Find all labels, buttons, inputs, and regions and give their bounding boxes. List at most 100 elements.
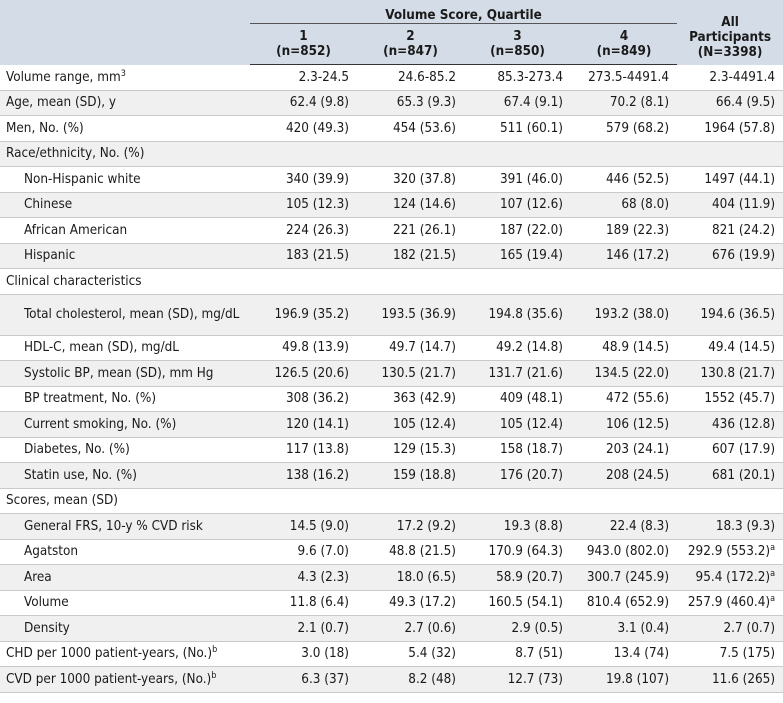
- table-cell: 810.4 (652.9): [571, 590, 678, 616]
- cell-value: 308 (36.2): [285, 391, 349, 407]
- table-cell: [677, 141, 783, 167]
- table-cell: 340 (39.9): [250, 166, 357, 193]
- cell-value: 436 (12.8): [712, 416, 776, 432]
- table-cell: 12.7 (73): [464, 666, 571, 693]
- table-cell: 146 (17.2): [571, 243, 678, 269]
- table-cell: [464, 141, 571, 167]
- row-label-text: Area: [24, 569, 52, 585]
- cell-value: 9.6 (7.0): [297, 544, 349, 560]
- table-section-row: Race/ethnicity, No. (%): [0, 141, 783, 167]
- cell-value: 340 (39.9): [285, 171, 349, 187]
- header-quartile-2: 2 (n=847): [357, 23, 464, 65]
- table-cell: [250, 268, 357, 295]
- table-cell: 176 (20.7): [464, 462, 571, 489]
- cell-value: 130.8 (21.7): [700, 365, 776, 381]
- table-cell: 105 (12.3): [250, 192, 357, 218]
- cell-value: 105 (12.4): [499, 416, 563, 432]
- cell-value: 129 (15.3): [392, 442, 456, 458]
- table-cell: 3.1 (0.4): [571, 615, 678, 642]
- table-row: Systolic BP, mean (SD), mm Hg 126.5 (20.6…: [0, 360, 783, 387]
- cell-value: 193.2 (38.0): [594, 307, 670, 322]
- table-row: Age, mean (SD), y 62.4 (9.8) 65.3 (9.3) 67.…: [0, 90, 783, 116]
- table-cell: 446 (52.5): [571, 166, 678, 193]
- table-cell: 85.3-273.4: [464, 64, 571, 91]
- header-quartile-n: (n=852): [276, 44, 331, 59]
- section-label: Clinical characteristics: [0, 268, 250, 295]
- cell-value: 943.0 (802.0): [586, 544, 670, 560]
- row-label-text: Volume range, mm: [6, 69, 121, 85]
- table-cell: 2.1 (0.7): [250, 615, 357, 642]
- cell-value: 3.0 (18): [301, 646, 349, 662]
- header-quartile-4: 4 (n=849): [571, 23, 678, 65]
- table-row: Statin use, No. (%) 138 (16.2) 159 (18.8) 1…: [0, 462, 783, 489]
- header-all-line2: Participants: [689, 29, 772, 45]
- row-label-superscript: b: [211, 670, 217, 681]
- cell-value: 120 (14.1): [285, 416, 349, 432]
- table-cell: [571, 268, 678, 295]
- table-cell: 182 (21.5): [357, 243, 464, 269]
- cell-value: 105 (12.4): [392, 416, 456, 432]
- table-cell: 11.6 (265): [677, 666, 783, 693]
- table-cell: 436 (12.8): [677, 411, 783, 438]
- cell-superscript: a: [770, 594, 776, 605]
- row-label: CHD per 1000 patient-years, (No.)b: [0, 641, 250, 667]
- cell-value: 2.3-24.5: [298, 69, 349, 85]
- row-label-text: Density: [24, 620, 70, 636]
- table-cell: 8.7 (51): [464, 641, 571, 667]
- table-cell: 391 (46.0): [464, 166, 571, 193]
- cell-value: 5.4 (32): [408, 646, 456, 662]
- cell-value: 17.2 (9.2): [396, 518, 456, 534]
- cell-value: 2.3-4491.4: [709, 69, 776, 85]
- table-cell: 124 (14.6): [357, 192, 464, 218]
- row-label: Men, No. (%): [0, 115, 250, 142]
- cell-value: 8.7 (51): [515, 646, 563, 662]
- cell-value: 257.9 (460.4): [687, 595, 771, 611]
- row-label-text: Systolic BP, mean (SD), mm Hg: [24, 365, 214, 381]
- table-cell: 821 (24.2): [677, 217, 783, 244]
- table-cell: [571, 488, 678, 514]
- row-label: BP treatment, No. (%): [0, 386, 250, 412]
- cell-value: 2.7 (0.7): [723, 620, 776, 636]
- cell-value: 182 (21.5): [392, 248, 456, 264]
- table-row: Total cholesterol, mean (SD), mg/dL 196.9…: [0, 294, 783, 336]
- table-cell: 130.8 (21.7): [677, 360, 783, 387]
- row-label: Systolic BP, mean (SD), mm Hg: [0, 360, 250, 387]
- cell-value: 48.9 (14.5): [602, 340, 670, 356]
- table-row: African American 224 (26.3) 221 (26.1) 187 …: [0, 217, 783, 244]
- table-row: BP treatment, No. (%) 308 (36.2) 363 (42.9…: [0, 386, 783, 412]
- table-cell: 130.5 (21.7): [357, 360, 464, 387]
- table-cell: 126.5 (20.6): [250, 360, 357, 387]
- table-cell: 22.4 (8.3): [571, 513, 678, 540]
- row-label: Area: [0, 564, 250, 591]
- cell-value: 106 (12.5): [606, 416, 670, 432]
- row-label-text: BP treatment, No. (%): [24, 391, 157, 407]
- table-cell: 9.6 (7.0): [250, 539, 357, 565]
- cell-value: 1964 (57.8): [704, 120, 776, 136]
- cell-value: 62.4 (9.8): [289, 95, 349, 111]
- table-cell: 19.8 (107): [571, 666, 678, 693]
- row-label-text: Non-Hispanic white: [24, 171, 141, 187]
- table-row: Volume range, mm3 2.3-24.5 24.6-85.2 85.3-2…: [0, 64, 783, 91]
- cell-value: 446 (52.5): [606, 171, 670, 187]
- cell-value: 194.8 (35.6): [488, 307, 563, 322]
- cell-value: 70.2 (8.1): [609, 95, 670, 111]
- row-label: Non-Hispanic white: [0, 166, 250, 193]
- header-quartile-number: 4: [619, 29, 629, 44]
- cell-value: 130.5 (21.7): [381, 365, 456, 381]
- cell-value: 134.5 (22.0): [594, 365, 670, 381]
- row-label-text: Current smoking, No. (%): [24, 416, 177, 432]
- cell-value: 18.0 (6.5): [396, 569, 456, 585]
- table-row: Agatston 9.6 (7.0) 48.8 (21.5) 170.9 (64.3)…: [0, 539, 783, 565]
- row-label: Chinese: [0, 192, 250, 218]
- header-group-label: Volume Score, Quartile: [250, 0, 678, 24]
- cell-value: 196.9 (35.2): [274, 307, 349, 322]
- cell-value: 49.2 (14.8): [496, 340, 563, 356]
- cell-value: 19.3 (8.8): [503, 518, 563, 534]
- cell-value: 49.3 (17.2): [389, 595, 456, 611]
- cell-value: 454 (53.6): [392, 120, 456, 136]
- row-label-superscript: b: [212, 645, 218, 656]
- row-label: Agatston: [0, 539, 250, 565]
- table-cell: 7.5 (175): [677, 641, 783, 667]
- table-cell: 183 (21.5): [250, 243, 357, 269]
- header-all-participants: All Participants (N=3398): [677, 0, 783, 65]
